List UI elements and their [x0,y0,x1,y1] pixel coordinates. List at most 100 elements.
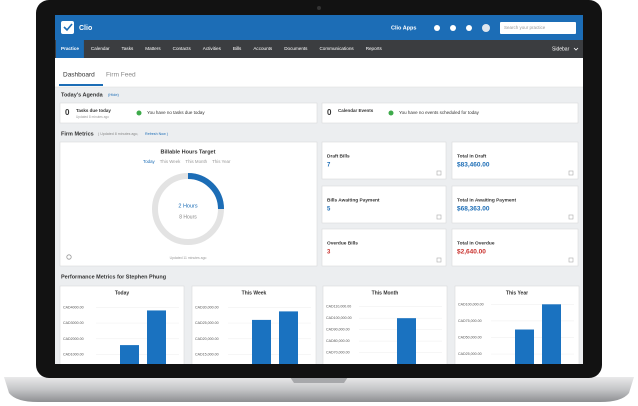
y-tick-label: CAD70,000.00 [326,350,350,354]
metric-box [451,228,579,267]
open-icon[interactable] [568,257,574,263]
bar [252,319,271,364]
apps-link[interactable]: Clio Apps [391,25,416,31]
period-tab[interactable]: This Month [185,159,207,164]
help-icon[interactable] [450,25,456,31]
y-tick-label: CAD15,000.00 [195,353,219,357]
count: 0 [65,108,70,117]
tab-area [55,58,583,87]
y-tick-label: CAD2000.00 [63,337,84,341]
avatar[interactable] [482,24,490,32]
add-icon[interactable] [388,110,394,116]
y-tick-label: CAD20,000.00 [195,337,219,341]
metric-label: Overdue Bills [327,240,358,246]
sidebar-toggle[interactable]: Sidebar [552,46,570,52]
logged-hours: 2 Hours [178,203,198,209]
nav-item[interactable]: Accounts [253,46,273,51]
card-label: Calendar Events [338,108,374,113]
section-title: Performance Metrics for Stephen Phung [61,274,166,280]
open-icon[interactable] [436,170,442,176]
metric-label: Total in Overdue [457,240,495,246]
metric-value: 7 [327,163,331,169]
chart-title: This Year [506,290,528,296]
metrics: Draft Bills 7 Total in Draft $83,460.00 Bill… [321,141,579,267]
hide-link[interactable]: (Hide) [108,92,120,97]
y-tick-label: CAD90,000.00 [326,328,350,332]
section-title: Firm Metrics [61,131,94,137]
y-tick-label: CAD30,000.00 [195,305,219,309]
updated-note: ( Updated 8 minutes ago, [98,132,138,136]
nav-item[interactable]: Activities [203,46,222,51]
open-icon[interactable] [436,214,442,220]
nav-item[interactable]: Tasks [122,46,134,51]
nav-item[interactable]: Matters [145,46,161,51]
y-tick-label: CAD100,000.00 [326,316,352,320]
chart-title: This Week [242,290,267,296]
laptop-base [4,377,634,402]
y-tick-label: CAD110,000.00 [326,305,351,309]
target-hours: 8 Hours [179,214,197,220]
nav-item[interactable]: Communications [319,46,354,51]
metric-label: Draft Bills [327,153,350,159]
bar [147,310,166,364]
y-tick-label: CAD75,000.00 [458,319,482,323]
settings-icon[interactable] [466,25,472,31]
y-tick-label: CAD50,000.00 [458,335,482,339]
bar [542,304,561,364]
add-icon[interactable] [136,110,142,116]
bar [397,318,416,364]
nav-item[interactable]: Reports [366,46,383,51]
panel-title: Billable Hours Target [161,149,216,155]
open-icon[interactable] [568,170,574,176]
metric-box [451,141,579,180]
tab[interactable]: Firm Feed [106,72,136,79]
y-tick-label: CAD1000.00 [63,353,84,357]
metric-box [321,228,447,267]
nav-item[interactable]: Contacts [173,46,192,51]
camera [317,6,321,10]
search-box[interactable] [500,22,576,34]
open-icon[interactable] [436,257,442,263]
metric-value: $68,363.00 [457,206,490,213]
nav-item[interactable]: Bills [233,46,242,51]
bar [515,329,534,364]
tab-underline [59,84,103,86]
base-notch [290,377,348,383]
search-placeholder: Search your practice [504,25,546,30]
nav-active [56,40,84,58]
period-tab[interactable]: Today [143,159,156,164]
card-label: Tasks due today [76,108,111,113]
y-tick-label: CAD80,000.00 [326,339,350,343]
screen: Clio Clio Apps Search your practice Prac… [55,15,583,364]
section-title: Today's Agenda [61,92,104,98]
tab[interactable]: Dashboard [63,72,95,79]
card-message: You have no tasks due today [147,110,205,115]
bar [279,311,298,364]
bar [120,345,139,364]
metric-label: Total in Awaiting Payment [457,197,516,203]
nav-item[interactable]: Practice [61,46,79,51]
card-message: You have no events scheduled for today [399,110,480,115]
y-tick-label: CAD25,000.00 [195,321,219,325]
nav-bar [55,40,583,58]
settings-icon[interactable] [66,254,72,260]
period-tab[interactable]: This Week [160,159,181,164]
metric-label: Bills Awaiting Payment [327,197,380,203]
metric-box [451,185,579,224]
period-tab[interactable]: This Year [212,159,231,164]
y-tick-label: CAD4000.00 [63,305,84,309]
open-icon[interactable] [568,214,574,220]
nav-item[interactable]: Calendar [91,46,110,51]
metric-value: $2,640.00 [457,249,486,256]
billable-panel [59,141,318,267]
nav-item[interactable]: Documents [284,46,308,51]
nav: Practice Calendar Tasks Matters Contacts Acti… [56,40,382,58]
chart-panel [322,285,448,364]
metric-value: 3 [327,250,331,256]
inbox-icon[interactable] [434,25,440,31]
refresh-link[interactable]: Refresh Now ) [145,132,168,136]
card-updated: Updated 8 minutes ago [76,115,109,119]
metric-box [321,141,447,180]
logo-icon [61,21,74,34]
